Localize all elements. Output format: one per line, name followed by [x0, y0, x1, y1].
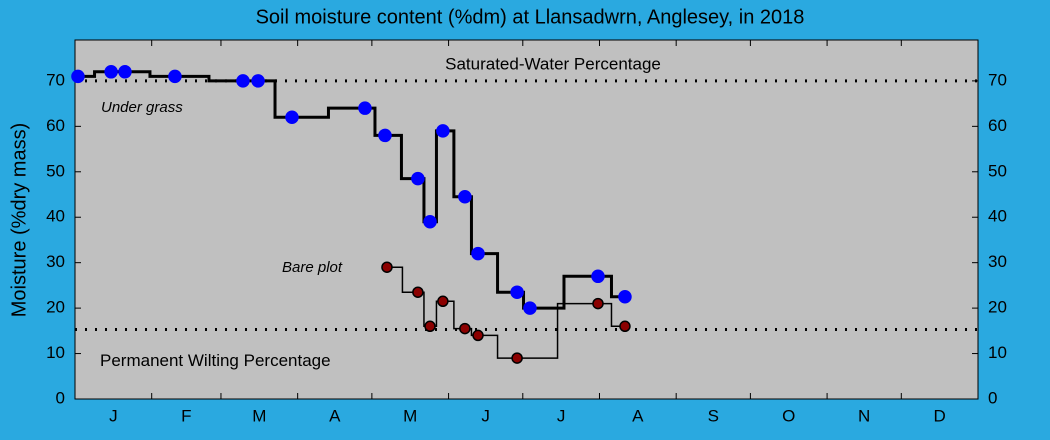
y-tick-label: 30: [46, 252, 65, 271]
data-point: [458, 190, 472, 204]
data-point: [412, 286, 424, 298]
data-point: [510, 285, 524, 299]
x-tick-label: J: [481, 406, 490, 425]
data-point: [619, 320, 631, 333]
data-point: [378, 128, 392, 143]
data-point: [104, 65, 118, 79]
data-point: [381, 261, 393, 273]
x-tick-label: A: [632, 406, 644, 425]
data-point: [618, 290, 632, 304]
y2-tick-label: 70: [988, 70, 1007, 89]
y-tick-label: 10: [46, 343, 65, 362]
y-tick-label: 40: [46, 207, 65, 226]
y-tick-label: 20: [46, 298, 65, 317]
x-tick-label: F: [181, 406, 191, 425]
data-point: [511, 352, 523, 364]
data-point: [471, 246, 485, 261]
data-point: [523, 301, 537, 315]
y2-tick-label: 20: [988, 298, 1007, 317]
reference-label: Permanent Wilting Percentage: [100, 351, 331, 370]
data-point: [424, 320, 436, 333]
series-label: Under grass: [101, 99, 183, 116]
y2-tick-label: 30: [988, 252, 1007, 271]
series-label: Bare plot: [282, 259, 343, 276]
x-tick-label: J: [557, 406, 566, 425]
data-point: [591, 269, 605, 284]
data-point: [358, 101, 372, 115]
y-tick-label: 50: [46, 161, 65, 180]
y-tick-label: 60: [46, 116, 65, 135]
x-tick-label: O: [782, 406, 795, 425]
data-point: [437, 295, 449, 308]
x-tick-label: A: [329, 406, 341, 425]
reference-label: Saturated-Water Percentage: [445, 54, 661, 73]
data-point: [118, 65, 132, 79]
data-point: [459, 322, 471, 335]
data-point: [423, 215, 437, 229]
data-point: [285, 110, 299, 125]
x-tick-label: M: [403, 406, 417, 425]
x-tick-label: N: [858, 406, 870, 425]
x-tick-label: D: [934, 406, 946, 425]
data-point: [71, 69, 85, 84]
data-point: [251, 74, 265, 88]
x-tick-label: S: [708, 406, 719, 425]
data-point: [411, 171, 425, 186]
x-tick-label: M: [252, 406, 266, 425]
data-point: [236, 74, 250, 88]
y2-tick-label: 60: [988, 116, 1007, 135]
data-point: [472, 329, 484, 342]
data-point: [592, 297, 604, 310]
y2-tick-label: 40: [988, 207, 1007, 226]
y-axis-label: Moisture (%dry mass): [8, 123, 30, 317]
y-tick-label: 70: [46, 70, 65, 89]
data-point: [168, 69, 182, 84]
y2-tick-label: 0: [988, 388, 997, 407]
y-tick-label: 0: [56, 388, 65, 407]
chart-title: Soil moisture content (%dm) at Llansadwr…: [256, 6, 805, 28]
y2-tick-label: 10: [988, 343, 1007, 362]
x-tick-label: J: [109, 406, 118, 425]
y2-tick-label: 50: [988, 161, 1007, 180]
plot-area: [74, 39, 979, 400]
data-point: [436, 124, 450, 138]
